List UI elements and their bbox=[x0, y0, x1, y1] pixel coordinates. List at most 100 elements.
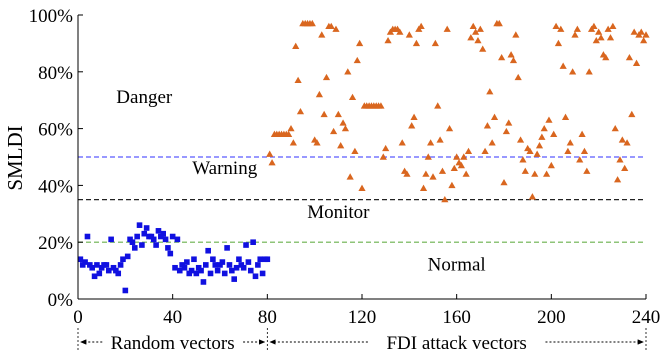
data-point bbox=[528, 193, 536, 200]
data-point bbox=[203, 262, 209, 268]
data-point bbox=[226, 262, 233, 268]
data-point bbox=[266, 150, 274, 157]
data-point bbox=[557, 25, 565, 32]
y-tick-label: 40% bbox=[38, 176, 73, 197]
data-point bbox=[472, 28, 480, 35]
data-point bbox=[519, 156, 527, 163]
data-point bbox=[268, 159, 276, 166]
data-point bbox=[604, 25, 612, 32]
data-point bbox=[172, 264, 178, 271]
data-point bbox=[450, 164, 458, 172]
data-point bbox=[259, 270, 266, 277]
data-point bbox=[341, 125, 350, 132]
data-point bbox=[127, 236, 133, 243]
zone-label-monitor: Monitor bbox=[307, 202, 370, 223]
data-point bbox=[488, 139, 496, 146]
data-point bbox=[327, 22, 335, 30]
y-tick-label: 60% bbox=[38, 120, 73, 141]
y-axis-label: SMLDI bbox=[3, 125, 27, 190]
x-tick-label: 160 bbox=[442, 307, 471, 328]
data-point bbox=[160, 230, 166, 237]
data-point bbox=[640, 36, 648, 44]
data-point bbox=[476, 25, 484, 32]
data-point bbox=[120, 256, 126, 263]
data-point bbox=[422, 170, 430, 177]
data-point bbox=[210, 256, 216, 263]
data-point bbox=[136, 222, 143, 228]
data-point bbox=[89, 264, 95, 271]
data-point bbox=[554, 39, 563, 47]
data-point bbox=[162, 236, 169, 243]
x-axis-ticks: 0 40 80 120 160 200 240 bbox=[73, 294, 660, 328]
data-point bbox=[618, 136, 626, 143]
data-point bbox=[255, 262, 261, 268]
data-point bbox=[521, 167, 529, 174]
data-point bbox=[153, 242, 159, 248]
data-point bbox=[217, 262, 223, 268]
data-point bbox=[441, 196, 449, 203]
data-point bbox=[188, 267, 195, 274]
data-point bbox=[540, 125, 548, 132]
x-tick-label: 40 bbox=[163, 307, 182, 328]
data-point bbox=[637, 28, 645, 35]
data-point bbox=[464, 147, 473, 155]
data-point bbox=[514, 73, 522, 81]
zone-label-normal: Normal bbox=[428, 255, 486, 276]
data-point bbox=[132, 245, 138, 251]
data-point bbox=[155, 228, 162, 234]
data-point bbox=[412, 39, 421, 47]
data-point bbox=[597, 34, 605, 41]
data-point bbox=[427, 139, 435, 146]
data-point bbox=[490, 113, 499, 120]
data-point bbox=[625, 54, 634, 61]
y-tick-label: 20% bbox=[38, 233, 73, 254]
data-point bbox=[538, 133, 546, 140]
data-point bbox=[233, 264, 240, 271]
data-point bbox=[82, 259, 88, 265]
data-point bbox=[219, 259, 226, 265]
data-point bbox=[609, 22, 617, 30]
data-point bbox=[436, 136, 444, 143]
data-point bbox=[507, 51, 515, 58]
data-point bbox=[231, 276, 237, 282]
data-point bbox=[257, 256, 264, 263]
data-point bbox=[308, 19, 316, 27]
data-point bbox=[122, 287, 129, 294]
data-point bbox=[396, 28, 404, 35]
data-point bbox=[229, 267, 235, 274]
x-tick-label: 120 bbox=[348, 307, 377, 328]
data-point bbox=[174, 236, 181, 243]
data-point bbox=[531, 170, 539, 177]
data-point bbox=[240, 264, 247, 271]
data-point bbox=[398, 139, 406, 146]
data-point bbox=[382, 144, 390, 152]
zone-label-danger: Danger bbox=[116, 87, 173, 108]
data-point bbox=[285, 130, 293, 137]
data-point bbox=[564, 147, 572, 155]
x-tick-label: 240 bbox=[632, 307, 661, 328]
data-point bbox=[495, 19, 503, 27]
data-point bbox=[462, 170, 470, 177]
data-point bbox=[526, 147, 534, 155]
y-tick-label: 100% bbox=[29, 6, 74, 27]
data-point bbox=[550, 130, 558, 137]
data-point bbox=[143, 225, 150, 231]
data-point bbox=[580, 147, 589, 155]
data-point bbox=[351, 147, 359, 155]
data-point bbox=[250, 239, 256, 245]
data-point bbox=[571, 31, 579, 38]
data-point bbox=[585, 68, 593, 75]
data-point bbox=[179, 262, 185, 268]
data-point bbox=[632, 59, 641, 66]
data-point bbox=[320, 110, 328, 118]
data-point bbox=[424, 153, 432, 160]
data-point bbox=[330, 127, 338, 135]
data-point bbox=[247, 267, 254, 274]
data-point bbox=[509, 56, 518, 64]
data-point bbox=[543, 170, 551, 177]
y-axis-ticks: 0% 20% 40% 60% 80% 100% bbox=[29, 6, 83, 311]
data-point bbox=[98, 264, 105, 271]
data-point bbox=[205, 247, 211, 254]
y-tick-label: 0% bbox=[48, 290, 74, 311]
